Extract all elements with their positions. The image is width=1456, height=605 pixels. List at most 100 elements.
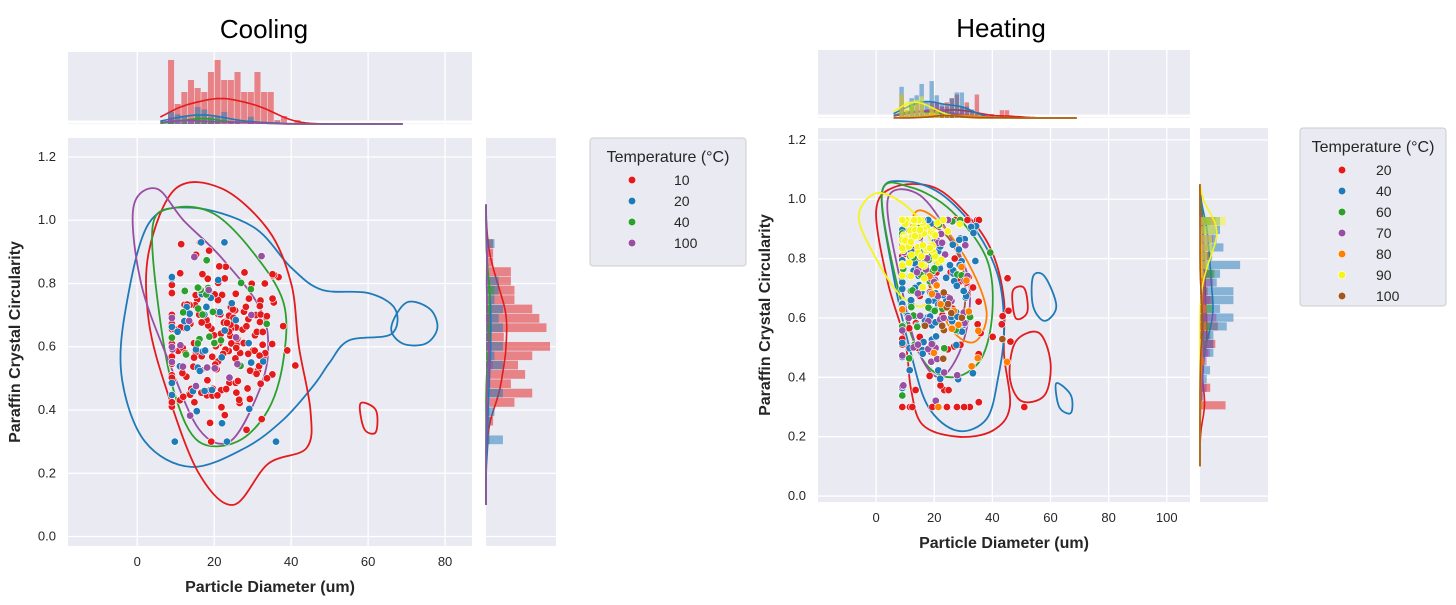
top-hist-bar	[181, 119, 188, 124]
scatter-point	[952, 403, 961, 412]
right-hist-bar	[486, 407, 495, 417]
scatter-point	[272, 437, 281, 446]
x-tick-label: 20	[207, 554, 221, 569]
scatter-point	[268, 370, 277, 379]
right-hist-bar	[1200, 366, 1211, 375]
right-hist-bar	[486, 379, 511, 389]
chart-title: Cooling	[220, 14, 308, 44]
right-hist-bar	[1200, 269, 1204, 278]
scatter-point	[242, 425, 251, 434]
right-hist-bar	[1200, 331, 1202, 340]
right-hist-bar	[486, 370, 526, 379]
kde-contour	[1054, 382, 1074, 415]
y-axis-label: Paraffin Crystal Circularity	[757, 214, 774, 416]
right-hist-bar	[1200, 313, 1202, 322]
scatter-point	[927, 289, 936, 298]
scatter-point	[207, 386, 216, 395]
scatter-point	[214, 276, 223, 285]
scatter-point	[925, 244, 934, 253]
scatter-point	[258, 340, 267, 349]
y-tick-label: 0.0	[788, 488, 806, 503]
scatter-point	[245, 394, 254, 403]
scatter-point	[1006, 337, 1015, 346]
scatter-point	[905, 366, 914, 375]
scatter-point	[182, 350, 191, 359]
scatter-point	[939, 288, 948, 297]
top-hist-bar	[194, 88, 201, 124]
legend-marker	[627, 196, 637, 206]
scatter-point	[969, 228, 978, 237]
x-tick-label: 60	[1043, 510, 1057, 525]
top-hist-bar	[214, 60, 221, 124]
scatter-point	[255, 302, 264, 311]
scatter-point	[258, 327, 267, 336]
right-hist-bar	[486, 332, 504, 342]
scatter-point	[927, 340, 936, 349]
y-tick-label: 0.8	[788, 251, 806, 266]
right-hist-bar	[486, 398, 515, 407]
scatter-point	[205, 246, 214, 255]
scatter-point	[933, 219, 942, 228]
right-hist-bar	[1200, 295, 1202, 305]
top-hist-bar	[194, 115, 201, 124]
right-hist-bar	[1200, 295, 1234, 305]
legend-marker	[1337, 228, 1347, 238]
right-hist-bar	[1200, 234, 1213, 243]
legend-title: Temperature (°C)	[1312, 139, 1435, 156]
scatter-point	[210, 339, 219, 348]
scatter-point	[167, 398, 176, 407]
scatter-point	[167, 289, 176, 298]
top-hist-bar	[909, 101, 914, 118]
x-tick-label: 40	[985, 510, 999, 525]
kde-contour	[1030, 271, 1058, 322]
scatter-point	[920, 274, 929, 283]
scatter-point	[257, 252, 266, 261]
scatter-point	[898, 351, 907, 360]
scatter-point	[912, 268, 921, 277]
scatter-point	[233, 376, 242, 385]
scatter-point	[198, 310, 207, 319]
scatter-point	[186, 411, 195, 420]
scatter-point	[167, 322, 176, 331]
scatter-point	[954, 245, 963, 254]
y-tick-label: 0.8	[38, 275, 56, 290]
top-hist-bar	[267, 92, 274, 124]
scatter-point	[190, 252, 199, 261]
right-hist-bar	[1200, 225, 1216, 234]
scatter-point	[262, 319, 271, 328]
scatter-point	[202, 302, 211, 311]
right-hist-bar	[486, 295, 515, 305]
y-tick-label: 1.2	[38, 149, 56, 164]
right-hist-bar	[1200, 383, 1207, 392]
scatter-point	[283, 346, 292, 355]
legend-label: 20	[1376, 162, 1392, 178]
scatter-point	[240, 268, 249, 277]
top-hist-bar	[181, 122, 188, 124]
scatter-point	[247, 358, 256, 367]
right-hist-bar	[1200, 313, 1217, 322]
scatter-point	[268, 270, 277, 279]
legend-label: 40	[674, 214, 690, 230]
top-hist-bar	[904, 101, 909, 118]
scatter-point	[185, 309, 194, 318]
scatter-point	[232, 388, 241, 397]
top-hist-bar	[929, 81, 934, 118]
scatter-point	[197, 238, 206, 247]
top-hist-bar	[949, 98, 954, 118]
scatter-point	[910, 216, 919, 225]
scatter-point	[246, 285, 255, 294]
scatter-point	[183, 324, 192, 333]
scatter-point	[898, 403, 907, 412]
scatter-point	[177, 240, 186, 249]
legend-label: 10	[674, 172, 690, 188]
scatter-point	[906, 272, 915, 281]
top-hist-bar	[207, 122, 214, 124]
scatter-point	[167, 358, 176, 367]
legend-marker	[1337, 270, 1347, 280]
right-hist-bar	[486, 276, 499, 286]
scatter-point	[202, 256, 211, 265]
scatter-point	[944, 386, 953, 395]
scatter-point	[957, 313, 966, 322]
scatter-point	[217, 403, 226, 412]
scatter-point	[934, 403, 943, 412]
